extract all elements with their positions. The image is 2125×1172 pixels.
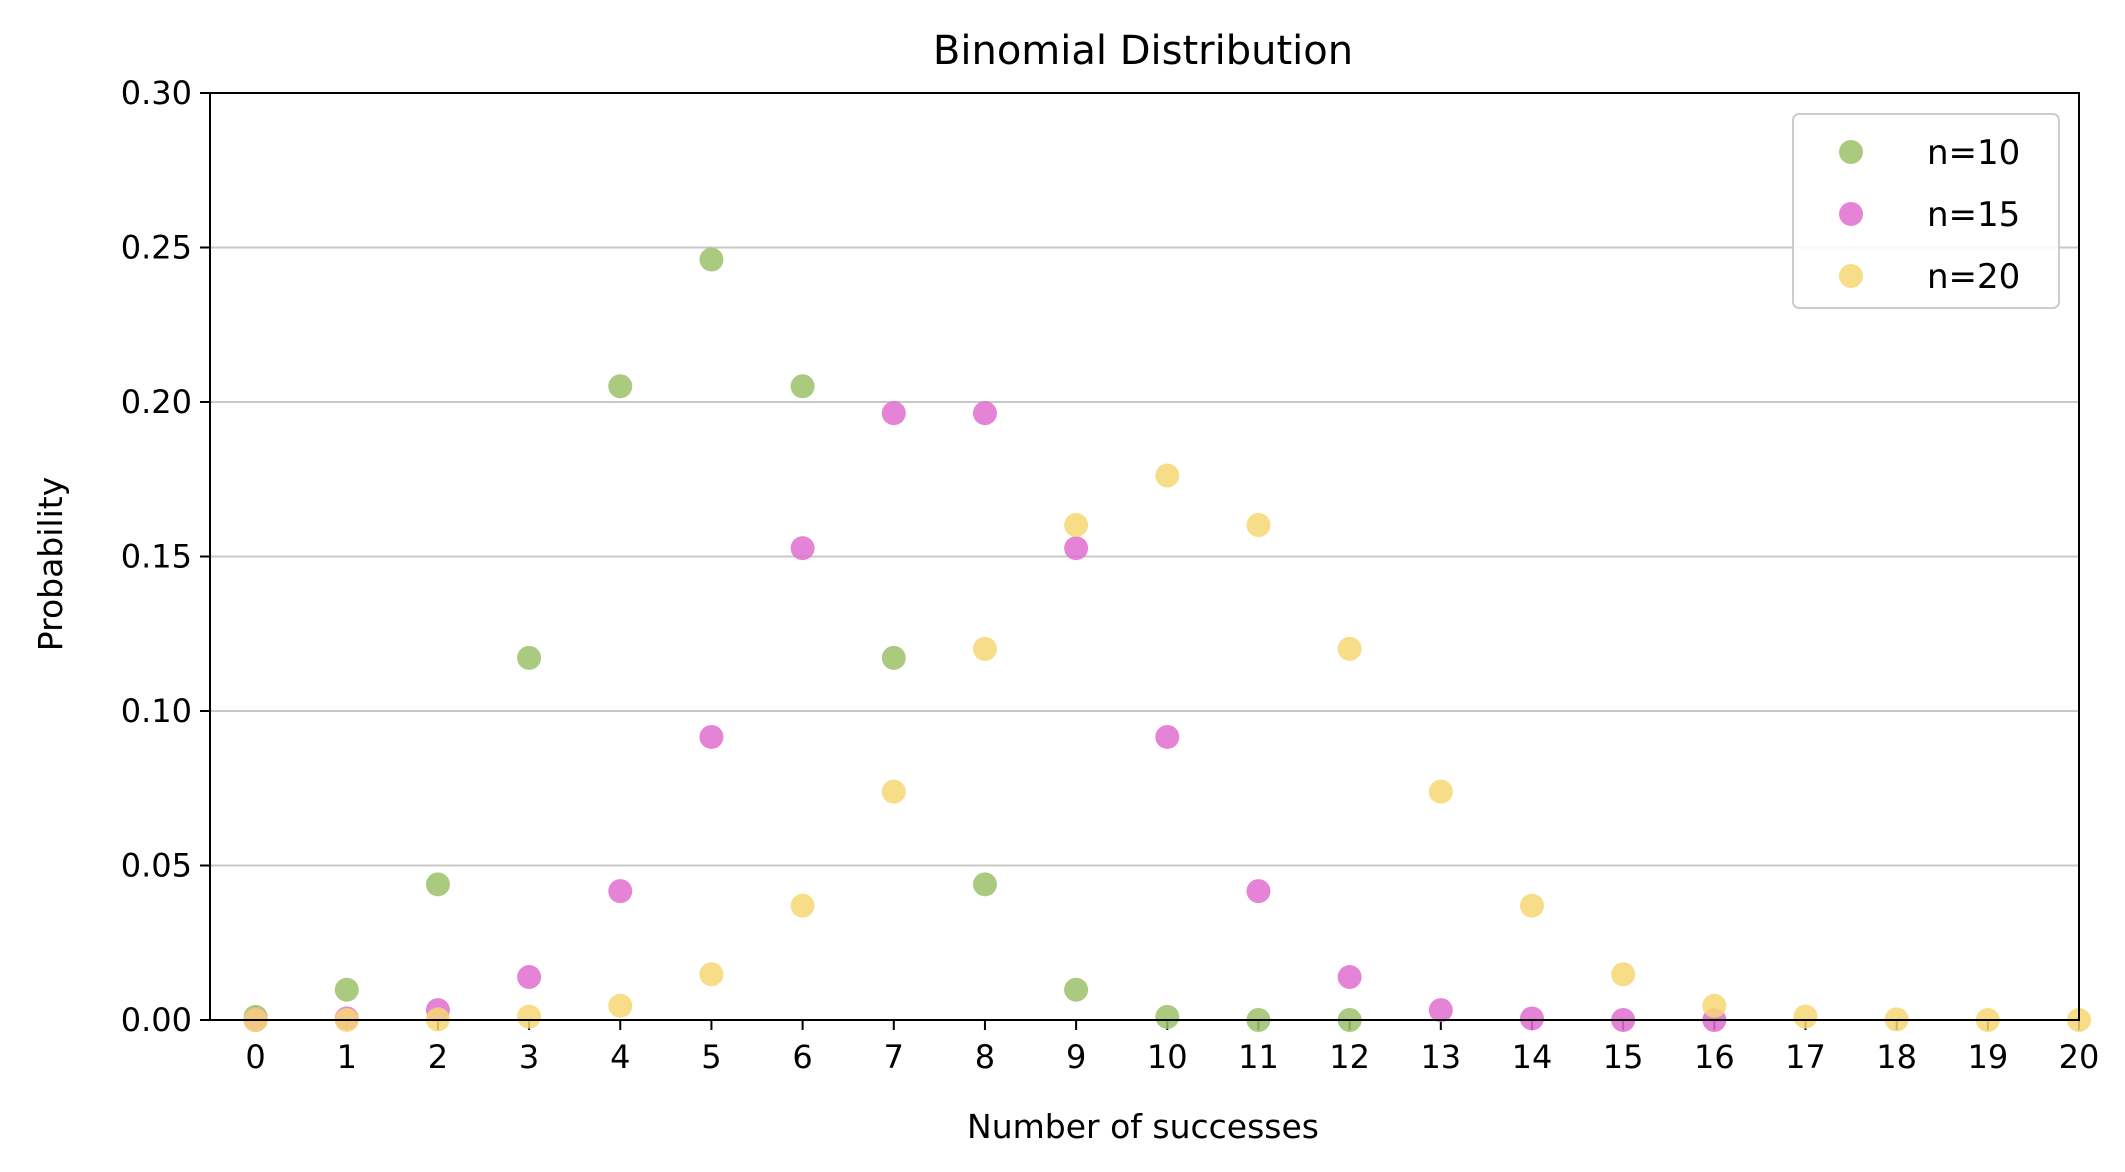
legend-label: n=15 — [1927, 195, 2020, 235]
y-tick-label: 0.15 — [121, 538, 192, 576]
x-tick-label: 10 — [1147, 1038, 1188, 1076]
data-point — [425, 872, 450, 897]
data-point — [881, 779, 906, 804]
x-tick-label: 1 — [337, 1038, 357, 1076]
x-tick-label: 17 — [1785, 1038, 1826, 1076]
data-point — [972, 636, 997, 661]
x-tick-label: 16 — [1694, 1038, 1735, 1076]
y-tick-label: 0.05 — [121, 847, 192, 885]
x-tick-label: 6 — [792, 1038, 812, 1076]
data-point — [1155, 1004, 1180, 1029]
data-point — [1246, 512, 1271, 537]
grid-lines — [210, 246, 2079, 867]
axis-ticks: 0.000.050.100.150.200.250.300 1 2 3 4 5 6 7 8 9 10… — [121, 74, 2100, 1076]
data-point — [699, 962, 724, 987]
x-tick-label: 19 — [1967, 1038, 2008, 1076]
legend-marker — [1839, 202, 1863, 226]
x-tick-label: 5 — [701, 1038, 721, 1076]
data-point — [1611, 962, 1636, 987]
data-point — [1702, 993, 1727, 1018]
y-tick-label: 0.20 — [121, 383, 192, 421]
chart-title: Binomial Distribution — [933, 28, 1353, 74]
plot-frame — [209, 92, 2080, 1021]
data-point — [1155, 724, 1180, 749]
x-tick-label: 7 — [884, 1038, 904, 1076]
x-tick-label: 2 — [428, 1038, 448, 1076]
legend-label: n=10 — [1927, 133, 2020, 173]
y-axis-title: Probability — [31, 477, 70, 651]
data-point — [1064, 977, 1089, 1002]
x-tick-label: 8 — [975, 1038, 995, 1076]
y-tick-label: 0.30 — [121, 74, 192, 112]
data-point — [1337, 965, 1362, 990]
legend-box — [1792, 113, 2060, 309]
data-point — [517, 965, 542, 990]
x-tick-label: 4 — [610, 1038, 630, 1076]
data-point — [608, 879, 633, 904]
series-n=20 — [243, 463, 2091, 1032]
data-point — [608, 374, 633, 399]
data-point — [699, 247, 724, 272]
legend-marker — [1839, 140, 1863, 164]
x-tick-label: 13 — [1420, 1038, 1461, 1076]
data-point — [1519, 1006, 1544, 1031]
series-n=15 — [243, 401, 1727, 1032]
data-point — [881, 401, 906, 426]
x-tick-label: 0 — [245, 1038, 265, 1076]
x-tick-label: 11 — [1238, 1038, 1279, 1076]
data-point — [1793, 1004, 1818, 1029]
data-points — [243, 247, 2091, 1032]
data-point — [1428, 779, 1453, 804]
x-tick-label: 18 — [1876, 1038, 1917, 1076]
x-axis-title: Number of successes — [967, 1107, 1319, 1146]
legend-label: n=20 — [1927, 257, 2020, 297]
data-point — [1155, 463, 1180, 488]
legend: n=10 n=15 n=20 — [1792, 113, 2060, 309]
data-point — [972, 872, 997, 897]
data-point — [1064, 536, 1089, 561]
data-point — [608, 993, 633, 1018]
x-tick-label: 20 — [2059, 1038, 2100, 1076]
x-tick-label: 14 — [1512, 1038, 1553, 1076]
y-tick-label: 0.25 — [121, 229, 192, 267]
data-point — [1246, 879, 1271, 904]
data-point — [517, 645, 542, 670]
x-tick-label: 12 — [1329, 1038, 1370, 1076]
data-point — [1337, 636, 1362, 661]
legend-marker — [1839, 264, 1863, 288]
data-point — [699, 724, 724, 749]
y-tick-label: 0.10 — [121, 692, 192, 730]
data-point — [1519, 893, 1544, 918]
data-point — [881, 645, 906, 670]
data-point — [790, 893, 815, 918]
data-point — [1064, 512, 1089, 537]
data-point — [517, 1004, 542, 1029]
data-point — [972, 401, 997, 426]
data-point — [790, 536, 815, 561]
y-tick-label: 0.00 — [121, 1001, 192, 1039]
data-point — [1428, 998, 1453, 1023]
data-point — [334, 977, 359, 1002]
x-tick-label: 3 — [519, 1038, 539, 1076]
x-tick-label: 15 — [1603, 1038, 1644, 1076]
data-point — [790, 374, 815, 399]
x-tick-label: 9 — [1066, 1038, 1086, 1076]
